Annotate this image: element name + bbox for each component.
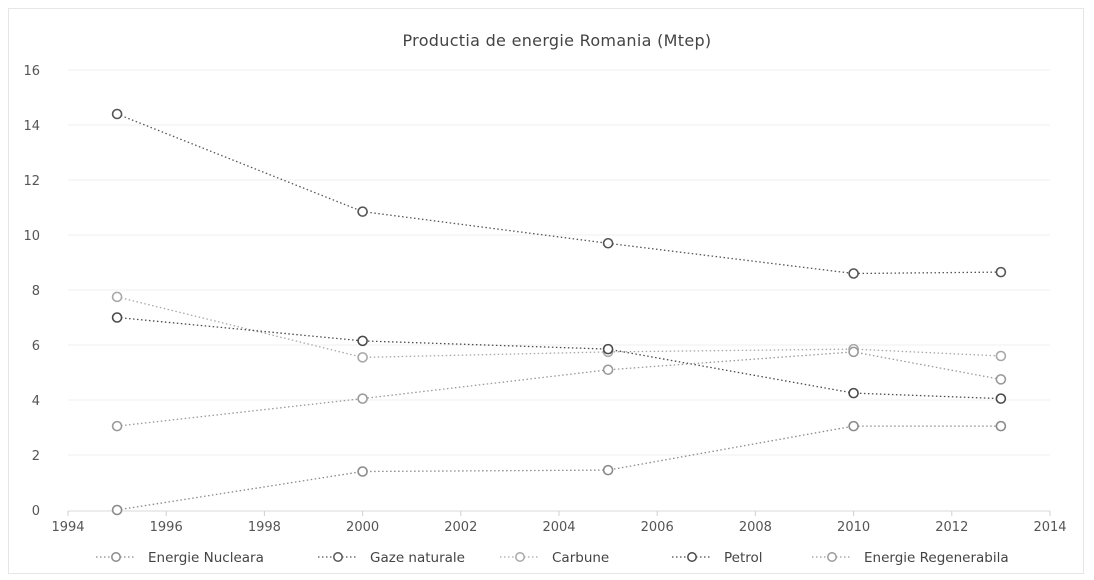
series-line xyxy=(116,296,1001,359)
data-point xyxy=(995,374,1007,385)
legend-item: Petrol xyxy=(672,550,763,566)
x-tick-label: 2008 xyxy=(739,520,772,535)
legend-item: Carbune xyxy=(500,550,609,566)
y-tick-label: 8 xyxy=(32,284,40,299)
data-point xyxy=(602,464,614,476)
y-axis: 0 2 4 6 8 10 12 14 16 xyxy=(23,64,40,519)
data-point xyxy=(111,291,123,303)
legend-swatch-marker xyxy=(827,552,837,562)
data-point xyxy=(995,350,1007,362)
legend-label: Gaze naturale xyxy=(370,550,465,566)
y-tick-label: 16 xyxy=(23,64,40,79)
x-tick-label: 2004 xyxy=(542,520,575,535)
series-line xyxy=(117,316,1001,400)
series-gaze-naturale xyxy=(111,108,1007,279)
legend-label: Energie Regenerabila xyxy=(864,550,1009,566)
data-point xyxy=(995,420,1007,432)
x-tick-label: 2014 xyxy=(1033,520,1066,535)
data-point xyxy=(995,266,1007,278)
x-axis: 1994 1996 1998 2000 2002 2004 2006 2008 2010 2012… xyxy=(51,510,1067,535)
data-point xyxy=(848,268,859,279)
data-point xyxy=(848,346,859,358)
y-tick-label: 12 xyxy=(23,174,40,189)
legend-label: Petrol xyxy=(724,550,763,566)
series-layer xyxy=(111,108,1007,516)
legend-item: Energie Nucleara xyxy=(96,550,264,566)
data-point xyxy=(848,387,859,399)
data-point xyxy=(111,312,123,323)
x-tick-label: 2012 xyxy=(935,520,968,535)
data-point xyxy=(995,393,1007,404)
data-point xyxy=(111,504,123,516)
x-tick-label: 2010 xyxy=(837,520,870,535)
chart-title: Productia de energie Romania (Mtep) xyxy=(403,31,712,50)
chart-frame xyxy=(8,8,1084,574)
data-point xyxy=(602,343,614,355)
data-point xyxy=(602,364,614,376)
legend-swatch-marker xyxy=(687,552,697,562)
data-point xyxy=(357,352,368,363)
data-point xyxy=(111,108,123,120)
x-tick-label: 2006 xyxy=(641,520,674,535)
legend-item: Energie Regenerabila xyxy=(812,550,1009,566)
y-tick-label: 2 xyxy=(32,449,40,464)
y-tick-label: 4 xyxy=(32,394,40,409)
legend-swatch-marker xyxy=(333,552,343,562)
y-tick-label: 10 xyxy=(23,229,40,244)
x-tick-label: 2002 xyxy=(444,520,477,535)
legend: Energie Nucleara Gaze naturale Carbune Petr… xyxy=(96,550,1009,566)
x-tick-label: 1994 xyxy=(51,520,84,535)
grid-lines xyxy=(68,69,1050,456)
data-point xyxy=(848,420,859,432)
series-energie-nucleara xyxy=(111,420,1007,516)
series-line xyxy=(117,351,1002,427)
series-line xyxy=(116,425,1001,511)
series-line xyxy=(116,113,1001,275)
series-energie-regenerabila xyxy=(111,346,1007,432)
x-tick-label: 1998 xyxy=(248,520,281,535)
x-tick-label: 1996 xyxy=(150,520,183,535)
y-tick-label: 6 xyxy=(32,339,40,354)
data-point xyxy=(357,335,368,347)
y-tick-label: 0 xyxy=(32,504,40,519)
data-point xyxy=(602,237,614,249)
legend-item: Gaze naturale xyxy=(318,550,465,566)
legend-swatch-marker xyxy=(515,552,525,562)
data-point xyxy=(357,206,368,217)
series-carbune xyxy=(111,291,1007,363)
series-petrol xyxy=(111,312,1007,404)
legend-swatch-marker xyxy=(111,552,121,562)
data-point xyxy=(357,466,368,477)
legend-label: Energie Nucleara xyxy=(148,550,264,566)
legend-label: Carbune xyxy=(552,550,609,566)
data-point xyxy=(111,420,123,432)
data-point xyxy=(357,393,368,404)
x-tick-label: 2000 xyxy=(346,520,379,535)
y-tick-label: 14 xyxy=(23,119,40,134)
